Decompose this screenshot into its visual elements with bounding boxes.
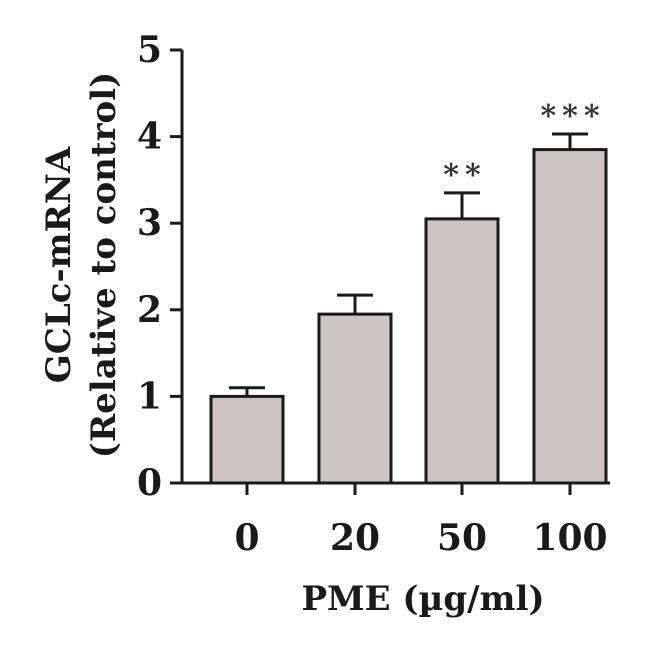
y-tick-label: 5	[137, 29, 162, 71]
y-axis-ticks: 0 1 2 3 4 5	[137, 29, 182, 504]
x-tick-label: 0	[234, 517, 259, 559]
y-tick-label: 4	[137, 116, 162, 158]
x-tick-label: 50	[437, 517, 487, 559]
y-tick-label: 3	[137, 202, 162, 244]
significance-label: ***	[540, 99, 605, 134]
y-axis-title-line2: (Relative to control)	[84, 72, 124, 458]
bar	[209, 394, 285, 485]
x-axis-ticks: 0 20 50 100	[234, 483, 608, 559]
y-tick-label: 0	[137, 462, 162, 504]
y-tick-label: 2	[137, 289, 162, 331]
bar	[317, 312, 393, 485]
bar	[532, 148, 608, 485]
bars-group: *****	[209, 99, 608, 485]
x-tick-label: 100	[532, 517, 607, 559]
x-tick-label: 20	[330, 517, 380, 559]
y-axis-title: GCLc-mRNA (Relative to control)	[39, 72, 124, 458]
x-axis-title: PME (µg/ml)	[301, 579, 544, 619]
y-axis-title-line1: GCLc-mRNA	[39, 146, 79, 383]
y-tick-label: 1	[137, 375, 162, 417]
significance-label: **	[443, 158, 486, 193]
bar	[424, 217, 500, 485]
